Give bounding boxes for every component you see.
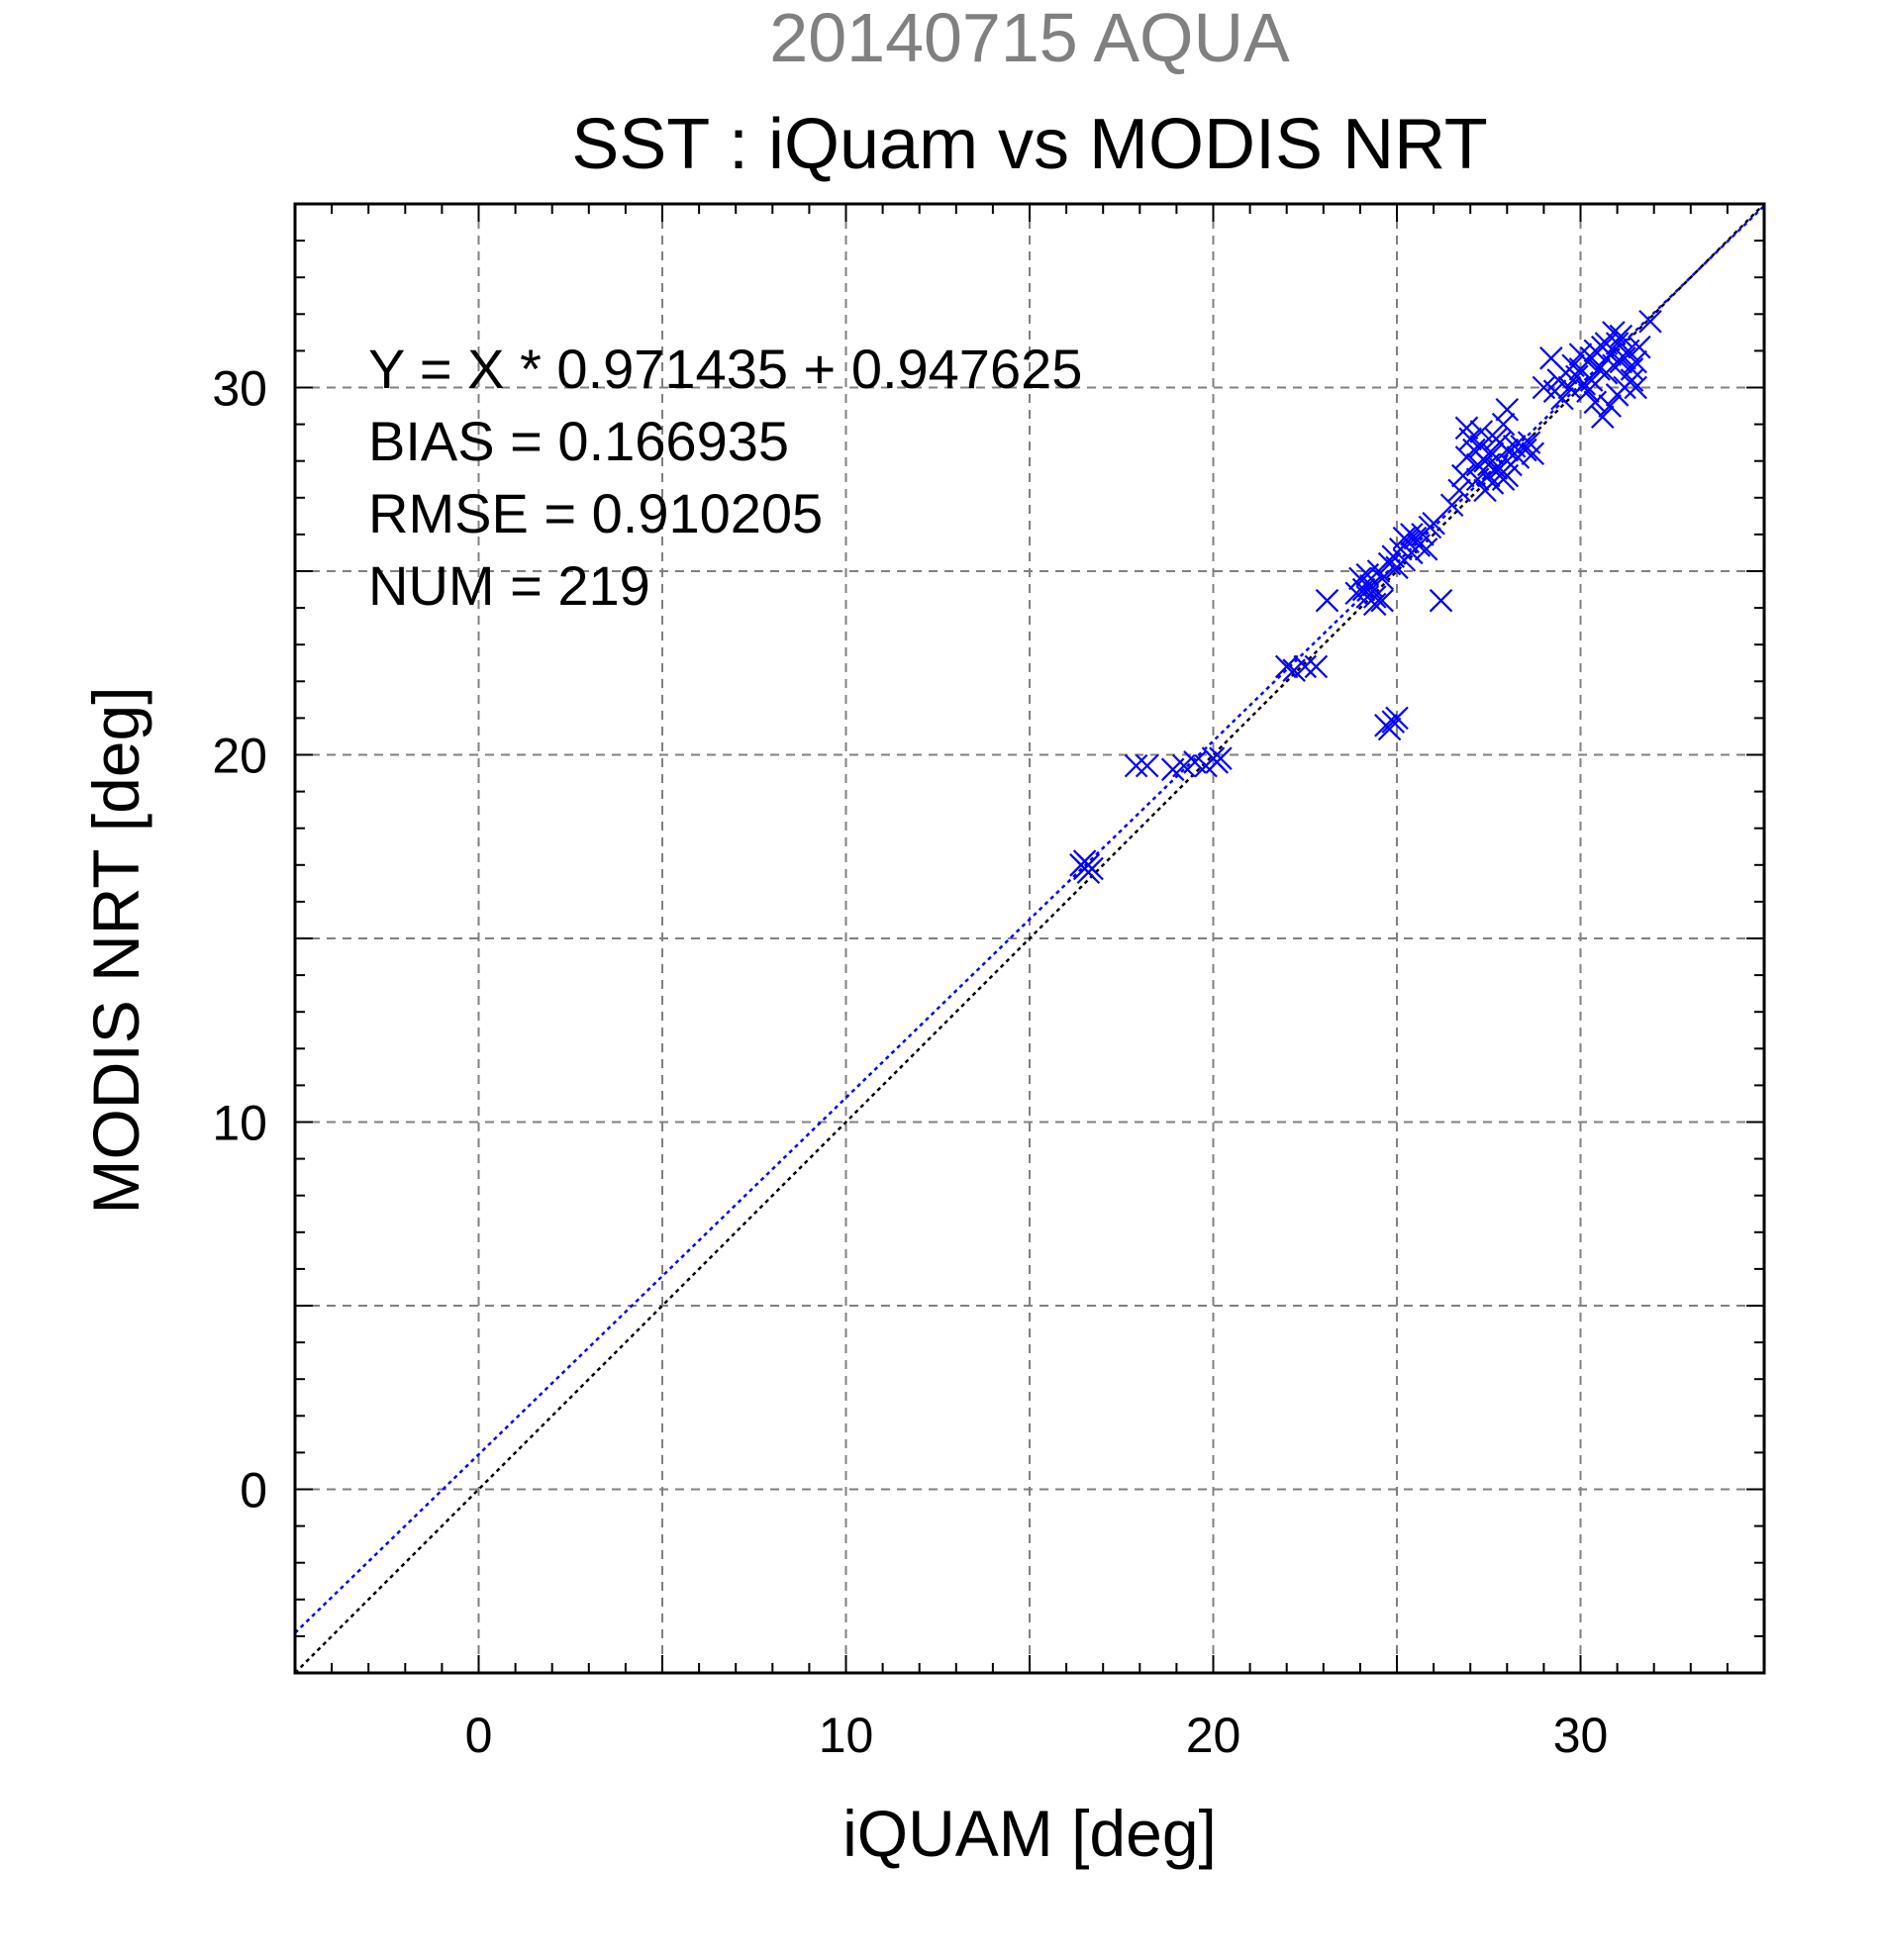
data-point [1076, 860, 1101, 884]
data-point [1484, 427, 1508, 451]
x-tick-label: 0 [465, 1708, 493, 1763]
data-point [1274, 654, 1299, 679]
data-point [1576, 379, 1600, 403]
y-tick-labels: 0 10 20 30 [212, 361, 267, 1519]
data-point [1400, 523, 1424, 546]
data-point [1628, 335, 1651, 359]
x-tick-label: 30 [1553, 1708, 1609, 1763]
data-point [1521, 441, 1545, 466]
x-tick-labels: 0 10 20 30 [465, 1708, 1609, 1763]
data-point [1362, 585, 1387, 609]
chart-title: SST : iQuam vs MODIS NRT [571, 105, 1488, 184]
data-point [1583, 339, 1608, 363]
data-point [1624, 349, 1647, 374]
data-point [1439, 493, 1464, 517]
x-axis-label: iQUAM [deg] [842, 1797, 1217, 1870]
stat-line: RMSE = 0.910205 [368, 482, 823, 544]
data-point [1293, 654, 1318, 679]
data-points [1069, 309, 1662, 884]
data-point [1594, 332, 1619, 355]
data-point [1422, 511, 1445, 536]
data-point [1602, 321, 1626, 344]
data-point [1381, 710, 1406, 734]
stat-line: NUM = 219 [368, 554, 650, 617]
grid-lines [295, 204, 1764, 1673]
data-point [1209, 746, 1233, 770]
data-point [1355, 585, 1380, 609]
data-point [1620, 357, 1644, 381]
data-point [1304, 654, 1329, 679]
data-point [1550, 386, 1574, 411]
data-point [1590, 405, 1615, 429]
data-point [1609, 324, 1634, 348]
data-point [1315, 588, 1339, 613]
x-tick-label: 20 [1186, 1708, 1241, 1763]
data-point [1377, 551, 1402, 576]
data-point [1351, 577, 1376, 602]
y-axis-label: MODIS NRT [deg] [79, 686, 152, 1214]
reference-lines [295, 204, 1764, 1673]
identity-line [295, 204, 1764, 1673]
y-tick-label: 0 [240, 1463, 267, 1519]
data-point [1514, 438, 1537, 462]
plot-frame [293, 202, 1766, 1675]
data-point [1135, 753, 1159, 778]
data-point [1447, 478, 1471, 503]
data-point [1557, 375, 1582, 400]
data-point [1370, 566, 1394, 591]
data-point [1638, 309, 1662, 334]
data-point [1495, 463, 1520, 488]
data-point [1429, 588, 1453, 613]
data-point [1624, 375, 1647, 400]
data-point [1451, 463, 1475, 488]
data-point [1392, 526, 1417, 550]
data-point [1491, 412, 1516, 437]
data-point [1370, 588, 1394, 613]
y-tick-label: 30 [212, 361, 267, 417]
data-point [1480, 471, 1505, 495]
data-point [1454, 416, 1479, 441]
data-point [1587, 357, 1611, 381]
data-point [1495, 397, 1520, 422]
fit-line [295, 205, 1764, 1634]
data-point [1469, 420, 1494, 443]
chart-supertitle: 20140715 AQUA [769, 0, 1290, 76]
data-point [1598, 394, 1622, 418]
data-point [1620, 368, 1644, 392]
data-point [1476, 452, 1501, 477]
data-point [1124, 753, 1148, 778]
data-point [1583, 390, 1608, 415]
statistics-block: Y = X * 0.971435 + 0.947625 BIAS = 0.1669… [368, 338, 1082, 617]
data-point [1377, 717, 1402, 741]
y-tick-label: 20 [212, 729, 267, 784]
y-tick-label: 10 [212, 1096, 267, 1151]
data-point [1465, 467, 1490, 492]
stat-line: Y = X * 0.971435 + 0.947625 [368, 338, 1082, 400]
x-tick-label: 10 [819, 1708, 874, 1763]
data-point [1484, 456, 1508, 480]
stat-line: BIAS = 0.166935 [368, 410, 789, 472]
